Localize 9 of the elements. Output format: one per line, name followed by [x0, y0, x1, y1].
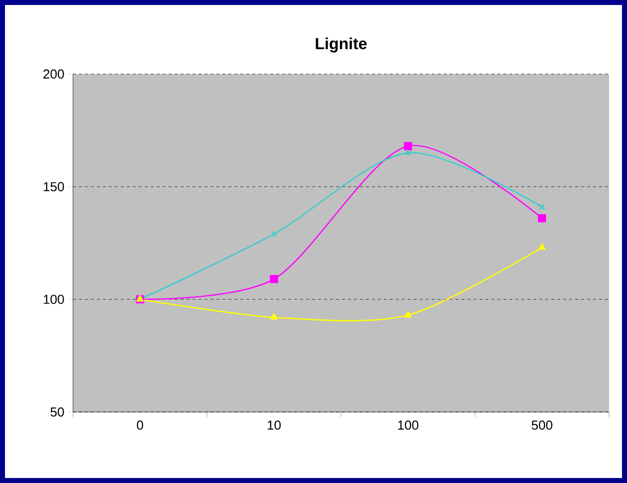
y-tick-label: 200: [43, 69, 64, 79]
y-tick-label: 150: [44, 182, 64, 192]
x-tick-label: 0: [136, 420, 144, 430]
x-tick-label: 10: [268, 420, 281, 430]
y-tick-label: 100: [44, 294, 64, 304]
x-tick-label: 100: [398, 420, 418, 430]
chart-title: Lignite: [316, 38, 367, 52]
y-tick-label: 50: [50, 407, 64, 417]
x-tick-label: 500: [532, 420, 552, 430]
